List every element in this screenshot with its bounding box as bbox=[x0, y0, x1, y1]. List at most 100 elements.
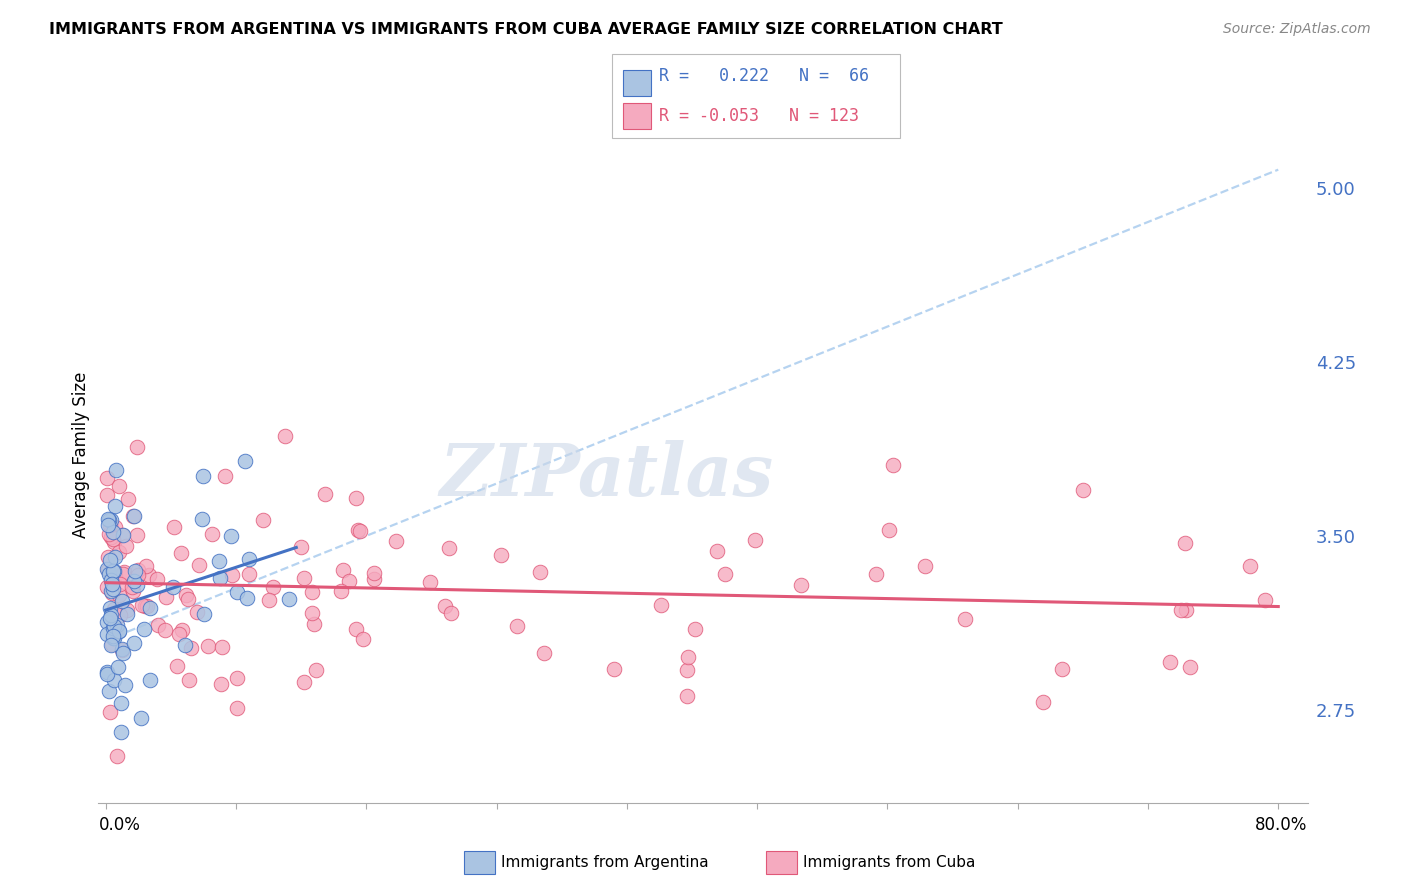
Point bbox=[122, 509, 145, 524]
Point bbox=[96, 488, 118, 502]
Text: IMMIGRANTS FROM ARGENTINA VS IMMIGRANTS FROM CUBA AVERAGE FAMILY SIZE CORRELATIO: IMMIGRANTS FROM ARGENTINA VS IMMIGRANTS … bbox=[49, 22, 1002, 37]
Point bbox=[125, 528, 148, 542]
Point bbox=[344, 491, 367, 505]
Point bbox=[103, 602, 125, 616]
Point bbox=[180, 641, 202, 656]
Point bbox=[100, 530, 122, 544]
Point bbox=[219, 529, 242, 543]
Point bbox=[1159, 655, 1181, 669]
Point bbox=[96, 471, 118, 485]
Point bbox=[104, 625, 127, 640]
Point bbox=[257, 593, 280, 607]
Point bbox=[98, 611, 121, 625]
Point bbox=[349, 524, 371, 538]
Point bbox=[108, 545, 131, 559]
Point bbox=[98, 601, 121, 615]
Point bbox=[191, 469, 214, 483]
Point bbox=[100, 586, 122, 600]
Point bbox=[1170, 603, 1192, 617]
Point bbox=[122, 584, 145, 599]
Point bbox=[236, 591, 259, 606]
Point bbox=[1239, 559, 1261, 574]
Point bbox=[97, 513, 120, 527]
Point bbox=[170, 545, 193, 559]
Point bbox=[292, 571, 315, 585]
Point bbox=[111, 643, 134, 657]
Point bbox=[100, 583, 122, 598]
Point bbox=[1178, 660, 1201, 674]
Point bbox=[1071, 483, 1094, 498]
Point bbox=[105, 749, 128, 764]
Point bbox=[914, 558, 936, 573]
Text: ZIPatlas: ZIPatlas bbox=[439, 441, 773, 511]
Point bbox=[100, 608, 122, 623]
Point bbox=[1174, 535, 1197, 549]
Point bbox=[96, 562, 118, 576]
Point bbox=[153, 623, 176, 637]
Point bbox=[238, 567, 260, 582]
Point bbox=[96, 615, 118, 629]
Point bbox=[111, 528, 134, 542]
Point bbox=[138, 567, 160, 582]
Point bbox=[169, 626, 191, 640]
Point bbox=[108, 588, 131, 602]
Point bbox=[104, 622, 127, 636]
Point bbox=[104, 549, 127, 564]
Point bbox=[98, 553, 121, 567]
Point bbox=[98, 683, 121, 698]
Point bbox=[238, 551, 260, 566]
Point bbox=[337, 574, 360, 589]
Point bbox=[139, 601, 162, 615]
Point bbox=[186, 605, 208, 619]
Point bbox=[882, 458, 904, 472]
Point bbox=[174, 588, 197, 602]
Point bbox=[221, 568, 243, 582]
Point bbox=[332, 563, 354, 577]
Point bbox=[706, 544, 728, 558]
Point bbox=[127, 563, 149, 577]
Point bbox=[96, 580, 118, 594]
Point bbox=[603, 662, 626, 676]
Point bbox=[125, 440, 148, 454]
Text: Immigrants from Cuba: Immigrants from Cuba bbox=[803, 855, 976, 870]
Text: 0.0%: 0.0% bbox=[98, 816, 141, 834]
Point bbox=[675, 663, 697, 677]
Point bbox=[529, 566, 551, 580]
Point bbox=[305, 664, 328, 678]
Point bbox=[155, 590, 177, 604]
Point bbox=[177, 673, 200, 687]
Point bbox=[127, 567, 149, 582]
Point bbox=[211, 640, 233, 655]
Point bbox=[97, 511, 120, 525]
Point bbox=[103, 565, 125, 579]
Point bbox=[506, 619, 529, 633]
Point bbox=[97, 566, 120, 581]
Point bbox=[166, 659, 188, 673]
Point bbox=[134, 599, 156, 613]
Point bbox=[131, 598, 153, 612]
Point bbox=[214, 468, 236, 483]
Point bbox=[100, 513, 122, 527]
Point bbox=[191, 511, 214, 525]
Point bbox=[683, 622, 706, 636]
Point bbox=[132, 622, 155, 636]
Point bbox=[100, 638, 122, 652]
Text: R = -0.053   N = 123: R = -0.053 N = 123 bbox=[659, 107, 859, 125]
Text: R =   0.222   N =  66: R = 0.222 N = 66 bbox=[659, 67, 869, 85]
Point bbox=[115, 539, 138, 553]
Point bbox=[111, 641, 134, 656]
Point bbox=[108, 576, 131, 591]
Point bbox=[110, 725, 132, 739]
Point bbox=[101, 629, 124, 643]
Point bbox=[108, 608, 131, 623]
Point bbox=[163, 520, 186, 534]
Point bbox=[187, 558, 209, 573]
Point bbox=[97, 563, 120, 577]
Point bbox=[117, 603, 139, 617]
Point bbox=[274, 428, 297, 442]
Point bbox=[363, 572, 385, 586]
Point bbox=[226, 701, 249, 715]
Point bbox=[122, 509, 145, 524]
Point bbox=[103, 564, 125, 578]
Point bbox=[208, 554, 231, 568]
